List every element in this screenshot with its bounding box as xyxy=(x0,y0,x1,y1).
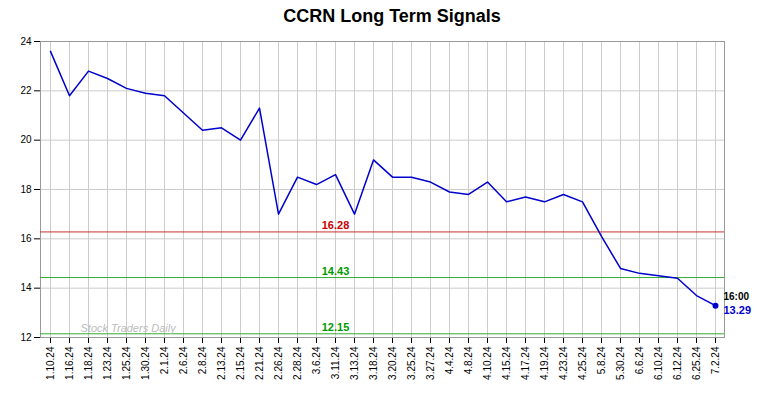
svg-text:16.28: 16.28 xyxy=(322,219,350,231)
svg-text:2.15.24: 2.15.24 xyxy=(235,346,246,380)
svg-text:4.8.24: 4.8.24 xyxy=(463,346,474,374)
svg-text:7.2.24: 7.2.24 xyxy=(710,346,721,374)
svg-text:20: 20 xyxy=(20,134,32,145)
svg-text:14.43: 14.43 xyxy=(322,265,350,277)
svg-text:13.29: 13.29 xyxy=(724,304,752,316)
svg-text:1.23.24: 1.23.24 xyxy=(102,346,113,380)
svg-text:6.25.24: 6.25.24 xyxy=(691,346,702,380)
svg-text:2.28.24: 2.28.24 xyxy=(292,346,303,380)
svg-text:6.12.24: 6.12.24 xyxy=(672,346,683,380)
svg-text:1.30.24: 1.30.24 xyxy=(140,346,151,380)
svg-text:16:00: 16:00 xyxy=(724,291,750,302)
svg-text:3.6.24: 3.6.24 xyxy=(311,346,322,374)
svg-text:4.17.24: 4.17.24 xyxy=(520,346,531,380)
svg-text:1.16.24: 1.16.24 xyxy=(64,346,75,380)
svg-text:3.11.24: 3.11.24 xyxy=(330,346,341,379)
svg-text:3.25.24: 3.25.24 xyxy=(406,346,417,380)
svg-text:1.25.24: 1.25.24 xyxy=(121,346,132,380)
svg-text:24: 24 xyxy=(20,36,32,47)
svg-text:4.4.24: 4.4.24 xyxy=(444,346,455,374)
svg-text:3.20.24: 3.20.24 xyxy=(387,346,398,380)
svg-text:4.25.24: 4.25.24 xyxy=(577,346,588,380)
html-text:CCRN Long Term Signals: CCRN Long Term Signals xyxy=(283,6,501,26)
svg-text:2.13.24: 2.13.24 xyxy=(216,346,227,380)
svg-text:2.8.24: 2.8.24 xyxy=(197,346,208,374)
svg-text:12: 12 xyxy=(20,332,32,343)
svg-text:1.10.24: 1.10.24 xyxy=(45,346,56,380)
svg-text:2.21.24: 2.21.24 xyxy=(254,346,265,380)
svg-text:16: 16 xyxy=(20,233,32,244)
svg-text:5.30.24: 5.30.24 xyxy=(615,346,626,380)
svg-text:4.15.24: 4.15.24 xyxy=(501,346,512,380)
svg-text:2.1.24: 2.1.24 xyxy=(159,346,170,374)
svg-text:1.18.24: 1.18.24 xyxy=(83,346,94,380)
svg-text:22: 22 xyxy=(20,85,32,96)
svg-text:4.10.24: 4.10.24 xyxy=(482,346,493,380)
svg-text:4.23.24: 4.23.24 xyxy=(558,346,569,380)
svg-text:2.26.24: 2.26.24 xyxy=(273,346,284,380)
svg-text:18: 18 xyxy=(20,184,32,195)
svg-text:3.18.24: 3.18.24 xyxy=(368,346,379,380)
svg-text:12.15: 12.15 xyxy=(322,321,350,333)
svg-text:3.13.24: 3.13.24 xyxy=(349,346,360,380)
svg-text:6.10.24: 6.10.24 xyxy=(653,346,664,380)
svg-text:Stock Traders Daily: Stock Traders Daily xyxy=(81,322,178,334)
svg-text:6.6.24: 6.6.24 xyxy=(634,346,645,374)
svg-text:3.27.24: 3.27.24 xyxy=(425,346,436,380)
svg-text:4.19.24: 4.19.24 xyxy=(539,346,550,380)
svg-text:2.6.24: 2.6.24 xyxy=(178,346,189,374)
svg-text:5.8.24: 5.8.24 xyxy=(596,346,607,374)
svg-text:14: 14 xyxy=(20,282,32,293)
